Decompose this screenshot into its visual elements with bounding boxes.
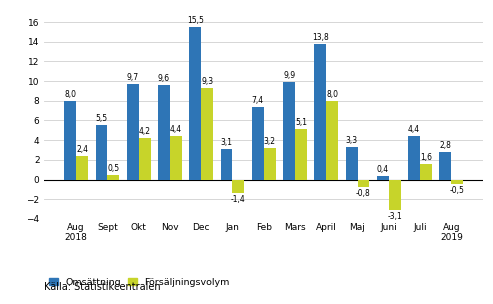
Bar bbox=[439, 152, 451, 179]
Text: 2,4: 2,4 bbox=[76, 145, 88, 154]
Bar bbox=[139, 138, 150, 179]
Text: 8,0: 8,0 bbox=[326, 90, 338, 99]
Bar bbox=[127, 84, 139, 179]
Text: 3,2: 3,2 bbox=[264, 137, 276, 146]
Text: Källa: Statistikcentralen: Källa: Statistikcentralen bbox=[44, 282, 161, 292]
Bar bbox=[107, 174, 119, 179]
Text: 5,5: 5,5 bbox=[96, 114, 107, 123]
Text: -1,4: -1,4 bbox=[231, 195, 246, 204]
Bar bbox=[295, 129, 307, 179]
Text: 15,5: 15,5 bbox=[187, 16, 204, 25]
Text: 0,4: 0,4 bbox=[377, 164, 389, 174]
Bar bbox=[252, 107, 264, 179]
Bar bbox=[233, 179, 245, 193]
Text: 13,8: 13,8 bbox=[312, 33, 329, 42]
Text: 4,4: 4,4 bbox=[170, 125, 182, 134]
Bar bbox=[189, 27, 201, 179]
Bar bbox=[158, 85, 170, 179]
Bar bbox=[96, 125, 107, 179]
Text: -0,5: -0,5 bbox=[450, 186, 465, 195]
Text: -3,1: -3,1 bbox=[387, 212, 402, 221]
Text: 3,3: 3,3 bbox=[346, 136, 357, 145]
Bar bbox=[451, 179, 463, 185]
Bar bbox=[389, 179, 401, 210]
Text: 9,3: 9,3 bbox=[201, 77, 213, 86]
Bar bbox=[315, 44, 326, 179]
Bar bbox=[377, 176, 389, 179]
Bar bbox=[283, 82, 295, 179]
Bar bbox=[170, 136, 182, 179]
Bar bbox=[64, 101, 76, 179]
Text: 0,5: 0,5 bbox=[107, 164, 119, 173]
Bar bbox=[420, 164, 432, 179]
Bar bbox=[357, 179, 369, 187]
Bar bbox=[264, 148, 276, 179]
Bar bbox=[346, 147, 357, 179]
Bar bbox=[408, 136, 420, 179]
Text: 3,1: 3,1 bbox=[220, 138, 233, 147]
Legend: Omsättning, Försäljningsvolym: Omsättning, Försäljningsvolym bbox=[49, 278, 230, 286]
Text: -0,8: -0,8 bbox=[356, 189, 371, 198]
Bar bbox=[76, 156, 88, 179]
Text: 9,9: 9,9 bbox=[283, 71, 295, 80]
Bar bbox=[201, 88, 213, 179]
Text: 1,6: 1,6 bbox=[420, 153, 432, 162]
Text: 9,7: 9,7 bbox=[127, 73, 139, 82]
Text: 9,6: 9,6 bbox=[158, 74, 170, 83]
Text: 8,0: 8,0 bbox=[64, 90, 76, 99]
Bar bbox=[220, 149, 233, 179]
Text: 4,4: 4,4 bbox=[408, 125, 420, 134]
Bar bbox=[326, 101, 338, 179]
Text: 2,8: 2,8 bbox=[439, 141, 451, 150]
Text: 7,4: 7,4 bbox=[252, 96, 264, 105]
Text: 4,2: 4,2 bbox=[139, 127, 151, 136]
Text: 5,1: 5,1 bbox=[295, 118, 307, 127]
